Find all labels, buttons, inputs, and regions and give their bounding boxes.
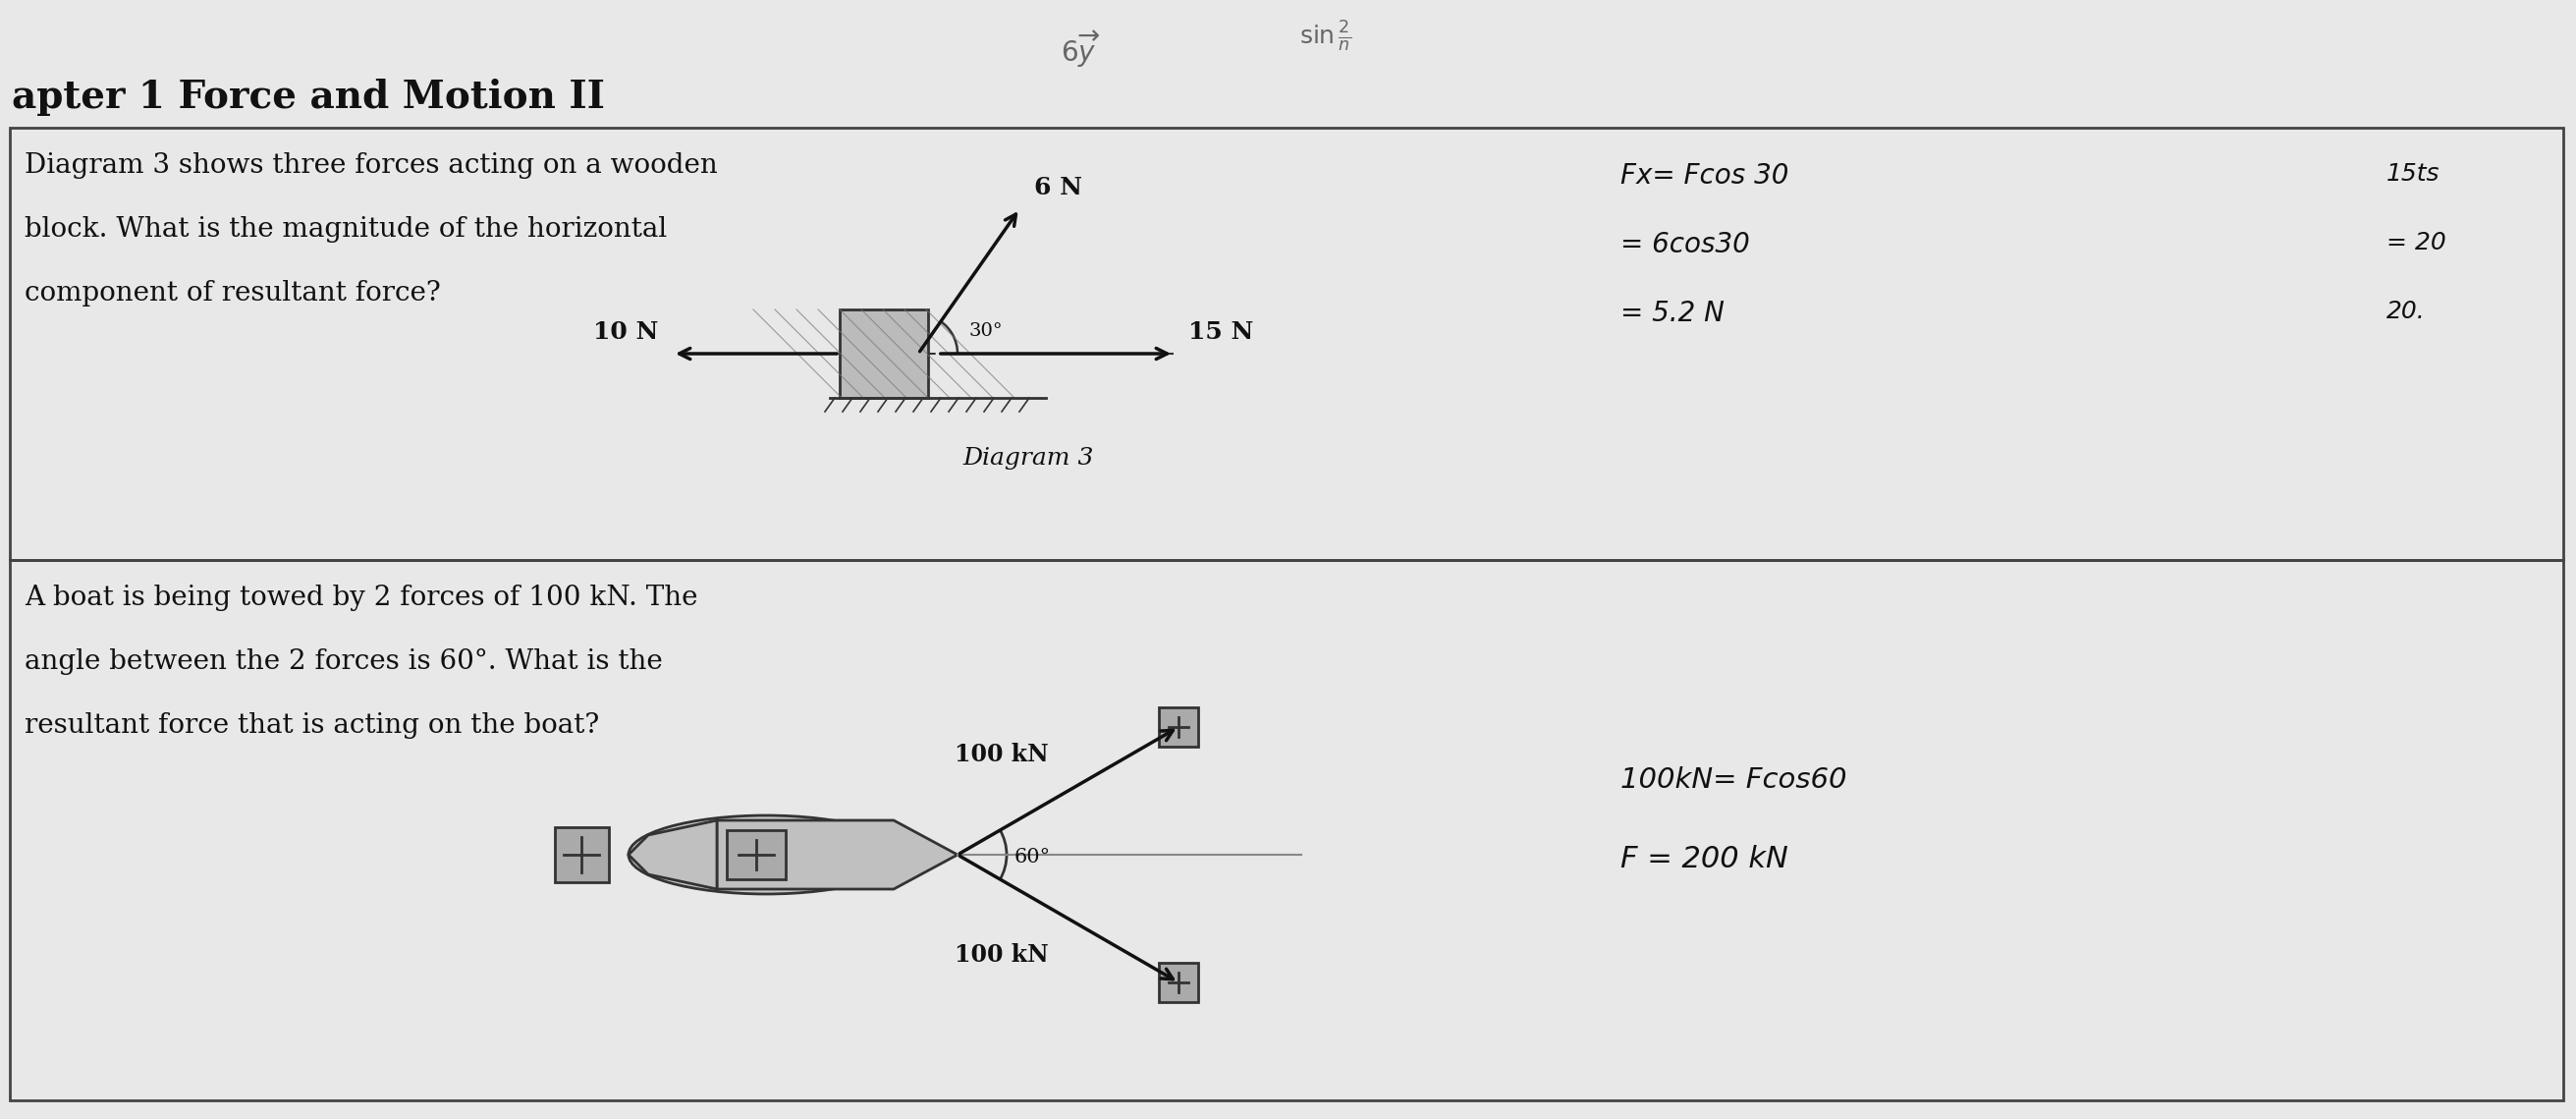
- Polygon shape: [716, 820, 958, 890]
- Bar: [554, 827, 608, 882]
- Bar: [10, 560, 2563, 1100]
- Text: 6 N: 6 N: [1036, 176, 1082, 199]
- Text: block. What is the magnitude of the horizontal: block. What is the magnitude of the hori…: [26, 216, 667, 243]
- Bar: [1159, 962, 1198, 1003]
- Bar: [840, 310, 927, 398]
- Text: 15 N: 15 N: [1188, 320, 1255, 344]
- Text: angle between the 2 forces is 60°. What is the: angle between the 2 forces is 60°. What …: [26, 648, 662, 675]
- Bar: [10, 128, 2563, 560]
- Bar: [726, 830, 786, 880]
- Text: Diagram 3: Diagram 3: [963, 446, 1095, 470]
- Text: 30°: 30°: [969, 322, 1002, 340]
- Text: 60°: 60°: [1015, 848, 1051, 866]
- Text: Fx= Fcos 30: Fx= Fcos 30: [1620, 162, 1788, 189]
- Ellipse shape: [629, 816, 904, 894]
- Text: component of resultant force?: component of resultant force?: [26, 280, 440, 307]
- Text: 100kN= Fcos60: 100kN= Fcos60: [1620, 767, 1847, 793]
- Text: 100 kN: 100 kN: [956, 943, 1048, 967]
- Text: $6\overrightarrow{y}$: $6\overrightarrow{y}$: [1061, 29, 1100, 70]
- Text: = 5.2 N: = 5.2 N: [1620, 300, 1723, 327]
- Text: 100 kN: 100 kN: [956, 743, 1048, 767]
- Text: $\sin\frac{2}{n}$: $\sin\frac{2}{n}$: [1301, 20, 1352, 54]
- Text: Diagram 3 shows three forces acting on a wooden: Diagram 3 shows three forces acting on a…: [26, 152, 719, 179]
- Text: = 6cos30: = 6cos30: [1620, 231, 1749, 258]
- Bar: [1159, 707, 1198, 746]
- Text: 10 N: 10 N: [592, 320, 657, 344]
- Text: A boat is being towed by 2 forces of 100 kN. The: A boat is being towed by 2 forces of 100…: [26, 584, 698, 611]
- Polygon shape: [629, 820, 716, 890]
- Text: apter 1 Force and Motion II: apter 1 Force and Motion II: [13, 78, 605, 116]
- Text: resultant force that is acting on the boat?: resultant force that is acting on the bo…: [26, 713, 600, 739]
- Text: F = 200 kN: F = 200 kN: [1620, 845, 1788, 874]
- Text: = 20: = 20: [2385, 231, 2447, 254]
- Text: 20.: 20.: [2385, 300, 2427, 323]
- Text: 15ts: 15ts: [2385, 162, 2439, 186]
